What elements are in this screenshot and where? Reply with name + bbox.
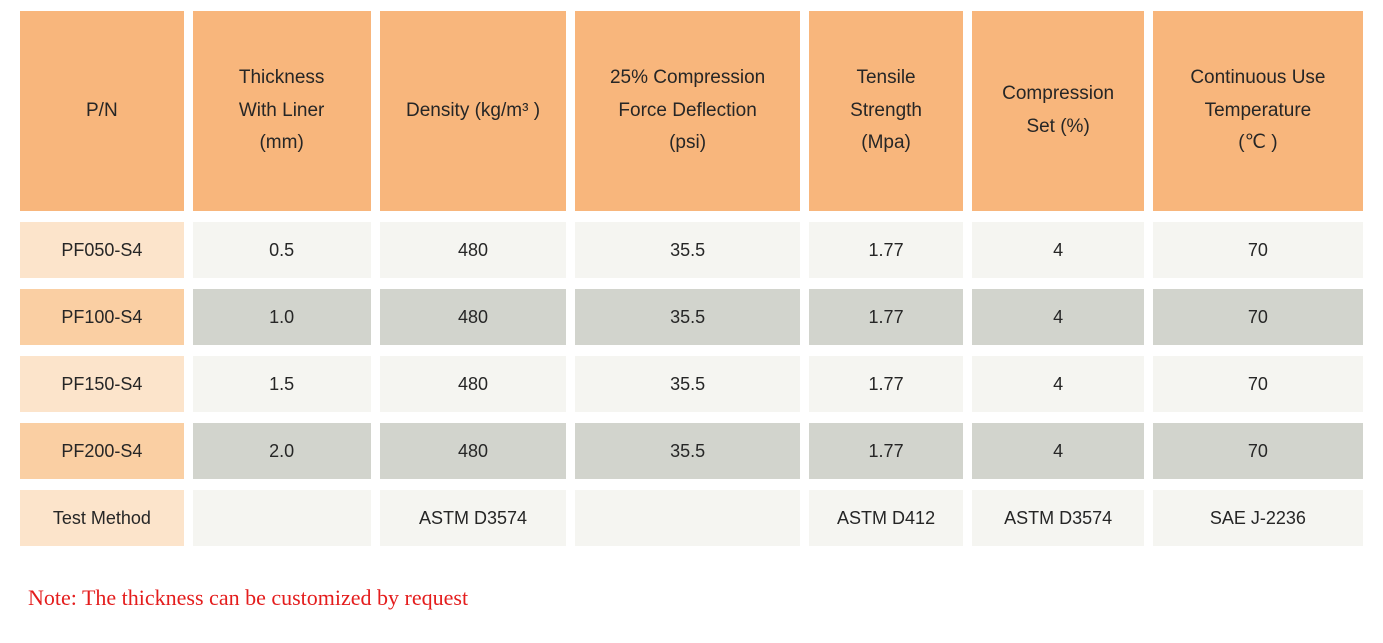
column-header-continuous-use-temperature: Continuous Use Temperature (℃ ) [1152, 11, 1363, 211]
table-cell: ASTM D412 [808, 490, 964, 546]
pn-cell: PF050-S4 [20, 222, 184, 278]
table-cell: 35.5 [575, 423, 800, 479]
table-row-pf200: PF200-S4 2.0 480 35.5 1.77 4 70 [20, 423, 1363, 479]
table-cell: 1.0 [192, 289, 371, 345]
table-cell: SAE J-2236 [1152, 490, 1363, 546]
table-row-pf100: PF100-S4 1.0 480 35.5 1.77 4 70 [20, 289, 1363, 345]
column-header-density: Density (kg/m³ ) [379, 11, 567, 211]
table-cell: 70 [1152, 356, 1363, 412]
column-header-tensile-strength: Tensile Strength (Mpa) [808, 11, 964, 211]
table-cell: ASTM D3574 [379, 490, 567, 546]
table-row-test-method: Test Method ASTM D3574 ASTM D412 ASTM D3… [20, 490, 1363, 546]
pn-cell: PF150-S4 [20, 356, 184, 412]
note-text: Note: The thickness can be customized by… [28, 585, 469, 610]
table-cell [192, 490, 371, 546]
column-header-compression-set: Compression Set (%) [972, 11, 1144, 211]
table-cell: 1.77 [808, 222, 964, 278]
pn-cell: PF100-S4 [20, 289, 184, 345]
table-row-pf150: PF150-S4 1.5 480 35.5 1.77 4 70 [20, 356, 1363, 412]
table-row-pf050: PF050-S4 0.5 480 35.5 1.77 4 70 [20, 222, 1363, 278]
table-cell: 70 [1152, 423, 1363, 479]
table-cell: 4 [972, 222, 1144, 278]
table-cell: 70 [1152, 289, 1363, 345]
pn-cell: PF200-S4 [20, 423, 184, 479]
table-cell: 1.77 [808, 423, 964, 479]
column-header-thickness: Thickness With Liner (mm) [192, 11, 371, 211]
table-cell: 0.5 [192, 222, 371, 278]
table-cell: 480 [379, 356, 567, 412]
spec-table: P/N Thickness With Liner (mm) Density (k… [11, 0, 1372, 557]
table-cell: 2.0 [192, 423, 371, 479]
table-cell: 4 [972, 423, 1144, 479]
table-cell: 35.5 [575, 356, 800, 412]
table-cell: 1.5 [192, 356, 371, 412]
column-header-pn: P/N [20, 11, 184, 211]
table-cell: 4 [972, 289, 1144, 345]
table-cell: 1.77 [808, 289, 964, 345]
table-header-row: P/N Thickness With Liner (mm) Density (k… [20, 11, 1363, 211]
table-cell: 4 [972, 356, 1144, 412]
table-cell: 70 [1152, 222, 1363, 278]
table-cell: 480 [379, 222, 567, 278]
table-cell: 480 [379, 289, 567, 345]
table-cell: 480 [379, 423, 567, 479]
table-cell: 35.5 [575, 222, 800, 278]
table-cell [575, 490, 800, 546]
column-header-compression-force-deflection: 25% Compression Force Deflection (psi) [575, 11, 800, 211]
test-method-label: Test Method [20, 490, 184, 546]
table-cell: ASTM D3574 [972, 490, 1144, 546]
table-cell: 1.77 [808, 356, 964, 412]
table-cell: 35.5 [575, 289, 800, 345]
